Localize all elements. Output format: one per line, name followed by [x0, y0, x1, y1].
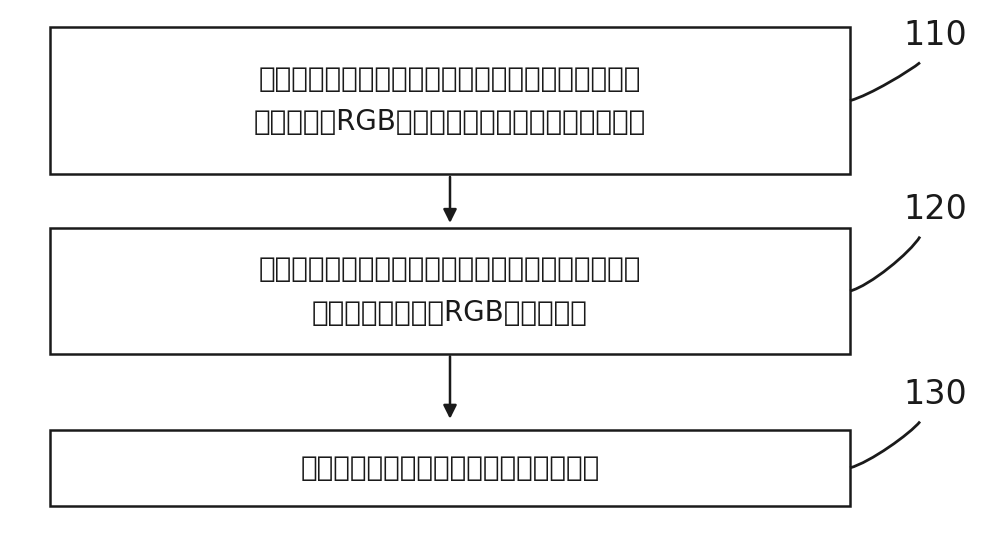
Text: 110: 110 [903, 19, 967, 52]
Text: 130: 130 [903, 378, 967, 411]
Text: 通过对采集的颜色数据进行分析计算，根据预设的校
准规则对色坐标的RGB值进行校准: 通过对采集的颜色数据进行分析计算，根据预设的校 准规则对色坐标的RGB值进行校准 [259, 255, 641, 327]
FancyBboxPatch shape [50, 228, 850, 354]
Text: 120: 120 [903, 193, 967, 226]
Text: 控制氛围灯的点亮并采集氛围灯的颜色数据，所述颜
色数据包括RGB的占空比、灯头的色坐标以及亮度: 控制氛围灯的点亮并采集氛围灯的颜色数据，所述颜 色数据包括RGB的占空比、灯头的… [254, 65, 646, 137]
FancyBboxPatch shape [50, 430, 850, 506]
FancyBboxPatch shape [50, 27, 850, 174]
Text: 将校准数据发送到灯头以完成颜色的标定: 将校准数据发送到灯头以完成颜色的标定 [300, 454, 600, 482]
